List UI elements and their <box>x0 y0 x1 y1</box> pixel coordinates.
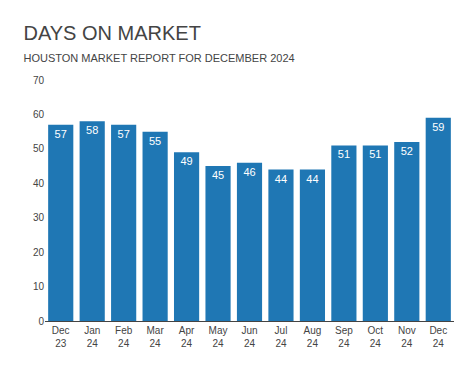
svg-text:52: 52 <box>401 145 413 157</box>
svg-text:51: 51 <box>338 148 350 160</box>
svg-text:40: 40 <box>33 178 45 189</box>
svg-text:46: 46 <box>243 166 255 178</box>
svg-text:44: 44 <box>275 173 287 185</box>
svg-text:Apr24: Apr24 <box>179 325 195 349</box>
svg-text:0: 0 <box>38 316 44 327</box>
svg-text:55: 55 <box>149 135 161 147</box>
svg-text:59: 59 <box>432 121 444 133</box>
svg-text:60: 60 <box>33 109 45 120</box>
svg-text:20: 20 <box>33 247 45 258</box>
svg-text:49: 49 <box>180 155 192 167</box>
svg-text:10: 10 <box>33 281 45 292</box>
svg-text:Jan24: Jan24 <box>84 325 100 349</box>
svg-text:51: 51 <box>369 148 381 160</box>
svg-text:70: 70 <box>33 75 45 86</box>
svg-text:Oct24: Oct24 <box>368 325 384 349</box>
svg-text:Jun24: Jun24 <box>241 325 257 349</box>
svg-text:57: 57 <box>55 128 67 140</box>
svg-text:Dec23: Dec23 <box>52 325 70 349</box>
svg-text:DAYS ON MARKET: DAYS ON MARKET <box>23 22 200 44</box>
svg-text:Aug24: Aug24 <box>304 325 322 349</box>
svg-text:50: 50 <box>33 143 45 154</box>
svg-text:May24: May24 <box>209 325 228 349</box>
svg-text:Feb24: Feb24 <box>115 325 133 349</box>
svg-text:Nov24: Nov24 <box>398 325 416 349</box>
svg-text:44: 44 <box>306 173 318 185</box>
svg-text:Dec24: Dec24 <box>429 325 447 349</box>
svg-text:30: 30 <box>33 212 45 223</box>
svg-text:Sep24: Sep24 <box>335 325 353 349</box>
svg-text:Jul24: Jul24 <box>275 325 288 349</box>
svg-text:57: 57 <box>118 128 130 140</box>
svg-text:58: 58 <box>86 124 98 136</box>
svg-text:Mar24: Mar24 <box>147 325 165 349</box>
svg-text:HOUSTON MARKET REPORT FOR DECE: HOUSTON MARKET REPORT FOR DECEMBER 2024 <box>23 52 294 64</box>
svg-text:45: 45 <box>212 169 224 181</box>
